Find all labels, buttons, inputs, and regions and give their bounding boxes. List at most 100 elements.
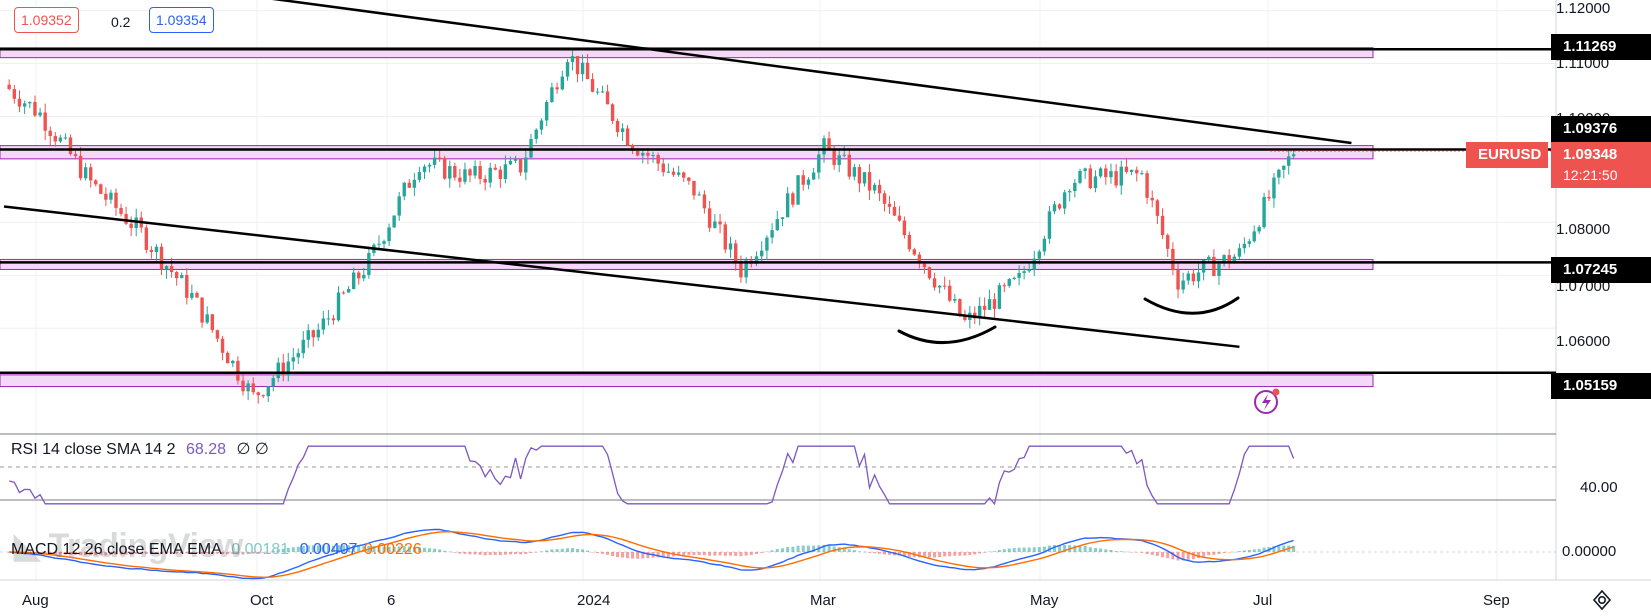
candle-body	[185, 274, 189, 298]
candle-body	[615, 120, 620, 133]
candle-body	[524, 157, 528, 173]
macd-hist-bar	[1212, 552, 1216, 555]
candle-body	[326, 318, 331, 320]
macd-hist-bar	[760, 552, 764, 553]
candle-body	[518, 159, 523, 173]
macd-hist-bar	[832, 546, 836, 552]
candle-body	[498, 169, 503, 179]
candle-body	[88, 167, 93, 181]
macd-hist-bar	[1186, 552, 1190, 560]
level-badge-2[interactable]: 1.09376	[1551, 116, 1651, 142]
macd-hist-bar	[286, 547, 290, 552]
candle-body	[1017, 272, 1021, 278]
macd-hist-bar	[873, 552, 877, 554]
candle-body	[676, 172, 681, 175]
bid-price[interactable]: 1.09352	[14, 7, 79, 33]
level-badge-3[interactable]: 1.07245	[1551, 257, 1651, 283]
time-tick: Oct	[250, 592, 274, 609]
macd-hist-bar	[48, 552, 52, 555]
candle-body	[276, 362, 280, 379]
candle-body	[346, 289, 351, 293]
candle-body	[641, 152, 645, 156]
price-tick: 1.12000	[1556, 0, 1611, 17]
candle-body	[402, 182, 406, 197]
macd-hist-bar	[988, 551, 992, 553]
macd-hist-bar	[1242, 550, 1246, 552]
candle-body	[1291, 154, 1296, 157]
symbol-badge[interactable]: EURUSD	[1466, 142, 1548, 168]
macd-hist-bar	[687, 552, 691, 556]
candle-body	[590, 79, 595, 92]
candle-body	[796, 175, 800, 205]
candle-body	[180, 274, 184, 279]
candle-body	[600, 91, 605, 93]
candle-body	[963, 315, 967, 320]
candle-body	[671, 171, 676, 175]
candle-body	[661, 163, 665, 173]
macd-hist-bar	[114, 552, 118, 555]
candle-body	[1140, 173, 1144, 175]
candle-body	[630, 145, 635, 151]
candle-body	[58, 137, 63, 142]
macd-hist-bar	[1197, 552, 1201, 559]
macd-hist-bar	[883, 552, 887, 555]
ask-price[interactable]: 1.09354	[149, 7, 214, 33]
candle-body	[311, 330, 315, 338]
macd-hist-bar	[1202, 552, 1206, 557]
macd-hist-bar	[226, 552, 230, 555]
candle-body	[134, 217, 138, 229]
candle-body	[301, 339, 305, 354]
macd-hist-bar	[352, 545, 356, 552]
candle-body	[754, 256, 759, 264]
candle-body	[948, 285, 952, 301]
macd-legend[interactable]: MACD 12 26 close EMA EMA 0.00181 0.00407…	[11, 541, 422, 559]
macd-hist-bar	[780, 548, 784, 552]
macd-hist-bar	[251, 552, 255, 554]
macd-hist-bar	[1257, 548, 1261, 552]
macd-hist-bar	[992, 551, 996, 552]
candle-body	[271, 378, 275, 387]
last-price-badge[interactable]: 1.09348	[1551, 142, 1651, 168]
candle-body	[427, 164, 432, 167]
candle-body	[544, 102, 549, 121]
candle-body	[225, 352, 230, 364]
macd-line	[9, 528, 1294, 580]
candle-body	[164, 266, 169, 270]
candle-body	[867, 172, 872, 191]
macd-hist-bar	[581, 549, 585, 552]
macd-hist-bar	[677, 552, 681, 556]
countdown-badge: 12:21:50	[1551, 164, 1651, 188]
candle-body	[357, 272, 361, 279]
rsi-legend[interactable]: RSI 14 close SMA 14 2 68.28 ∅ ∅	[11, 439, 269, 459]
candle-body	[1277, 169, 1281, 178]
candle-body	[842, 154, 846, 156]
macd-hist-bar	[922, 552, 926, 558]
macd-hist-bar	[109, 552, 113, 555]
macd-hist-bar	[210, 552, 214, 554]
candle-body	[417, 171, 422, 180]
candle-body	[692, 180, 696, 196]
candle-body	[1227, 255, 1231, 264]
candle-body	[852, 167, 857, 177]
candle-body	[837, 155, 841, 165]
candle-body	[261, 395, 265, 397]
candle-body	[892, 206, 897, 216]
macd-hist-bar	[458, 552, 462, 554]
settings-icon[interactable]	[1591, 589, 1613, 611]
candle-body	[129, 223, 133, 229]
candle-body	[912, 249, 917, 255]
candle-body	[407, 182, 412, 188]
macd-hist-bar	[755, 552, 759, 554]
candle-body	[1262, 196, 1266, 228]
level-badge-1[interactable]: 1.11269	[1551, 34, 1651, 60]
macd-hist-bar	[978, 552, 982, 554]
candle-body	[907, 234, 912, 250]
level-badge-4[interactable]: 1.05159	[1551, 373, 1651, 399]
macd-hist-bar	[791, 546, 795, 552]
macd-hist-bar	[697, 552, 701, 556]
candle-body	[1037, 251, 1042, 259]
macd-hist-bar	[478, 552, 482, 555]
macd-hist-bar	[902, 552, 906, 557]
candle-body	[336, 292, 341, 321]
